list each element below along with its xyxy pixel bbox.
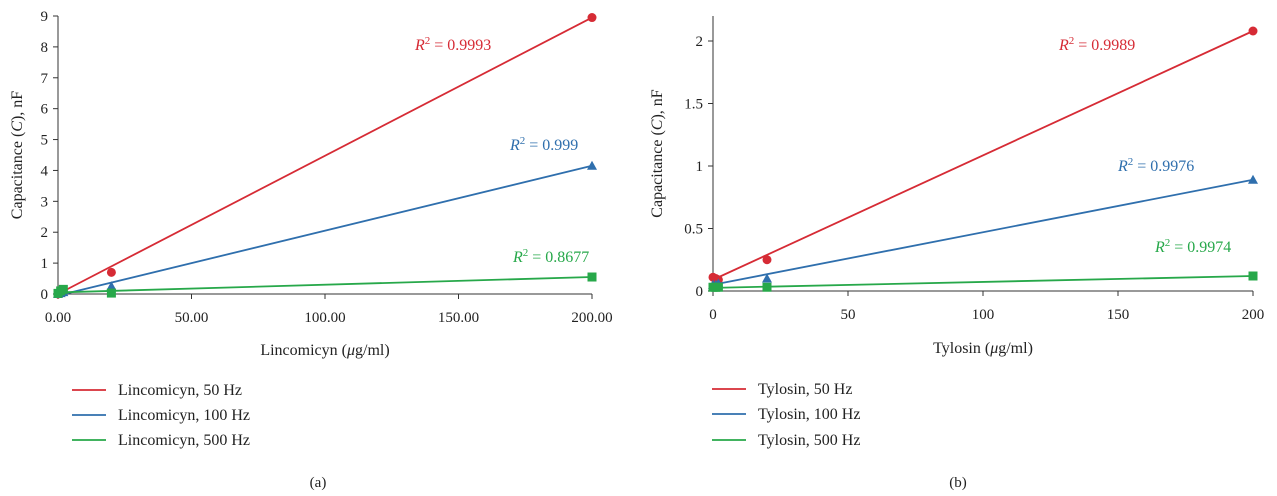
y-tick-label: 2 [41, 225, 49, 241]
r-squared-label: R2 = 0.8677 [512, 247, 589, 266]
r-squared-label: R2 = 0.9974 [1154, 237, 1231, 256]
x-tick-label: 200 [1242, 307, 1265, 323]
y-tick-label: 2 [696, 34, 704, 50]
trend-line [712, 178, 1254, 286]
x-tick-label: 50.00 [175, 310, 209, 326]
y-tick-label: 1 [696, 159, 704, 175]
y-tick-label: 9 [41, 9, 49, 25]
trend-line [57, 16, 593, 295]
trend-line [57, 276, 593, 294]
y-tick-label: 5 [41, 133, 49, 149]
data-point [1248, 174, 1258, 184]
data-point [587, 13, 597, 23]
x-tick-label: 0.00 [45, 310, 71, 326]
legend-label: Tylosin, 500 Hz [758, 432, 860, 449]
data-point [762, 282, 772, 292]
series-tylosin-100-hz [708, 174, 1258, 289]
chart-panel-a: 0 1 2 3 4 5 6 7 8 9 0.00 50.00 100.00 150.00 200.00 Lin… [9, 9, 613, 491]
trend-line [57, 164, 593, 297]
legend-label: Lincomicyn, 50 Hz [118, 382, 242, 399]
y-tick-label: 1.5 [684, 97, 703, 113]
data-point [762, 255, 772, 265]
y-tick-label: 0.5 [684, 222, 703, 238]
series-tylosin-50-hz [708, 26, 1258, 285]
data-point [587, 160, 597, 170]
legend-label: Lincomicyn, 100 Hz [118, 407, 250, 424]
panel-label: (a) [310, 475, 327, 491]
data-point [587, 272, 597, 282]
data-point [106, 288, 116, 298]
x-axis-title: Tylosin (μg/ml) [933, 340, 1033, 357]
y-tick-label: 8 [41, 40, 49, 56]
r-squared-label: R2 = 0.9993 [414, 35, 491, 54]
data-point [1248, 271, 1258, 281]
y-tick-label: 7 [41, 71, 49, 87]
axes: 0 1 2 3 4 5 6 7 8 9 0.00 50.00 100.00 150.00 200.00 [41, 9, 613, 326]
data-point [106, 267, 116, 277]
series-tylosin-500-hz [708, 271, 1258, 292]
data-point [58, 284, 68, 294]
trend-line [712, 275, 1254, 289]
chart-panel-b: 0 0.5 1 1.5 2 0 50 100 150 200 Tylosin (μg/ml) Capa… [649, 16, 1264, 491]
y-axis-title: Capacitance (C), nF [9, 91, 26, 220]
x-tick-label: 150 [1107, 307, 1130, 323]
legend-label: Tylosin, 50 Hz [758, 381, 852, 398]
data-point [1248, 26, 1258, 36]
legend-label: Lincomicyn, 500 Hz [118, 432, 250, 449]
r-squared-label: R2 = 0.9976 [1117, 156, 1194, 175]
x-tick-label: 200.00 [571, 310, 612, 326]
y-tick-label: 1 [41, 256, 49, 272]
y-tick-label: 0 [696, 284, 704, 300]
r-squared-label: R2 = 0.9989 [1058, 35, 1135, 54]
x-tick-label: 50 [841, 307, 856, 323]
x-axis-title: Lincomicyn (μg/ml) [260, 342, 389, 359]
trend-line [712, 30, 1254, 281]
r-squared-label: R2 = 0.999 [509, 135, 578, 154]
axes: 0 0.5 1 1.5 2 0 50 100 150 200 [684, 16, 1264, 323]
x-tick-label: 150.00 [438, 310, 479, 326]
panel-label: (b) [949, 475, 967, 491]
y-tick-label: 0 [41, 287, 49, 303]
data-point [762, 273, 772, 283]
y-axis-title: Capacitance (C), nF [649, 89, 666, 218]
y-tick-label: 4 [41, 163, 49, 179]
y-tick-label: 3 [41, 194, 49, 210]
x-tick-label: 100 [972, 307, 995, 323]
legend-label: Tylosin, 100 Hz [758, 406, 860, 423]
data-point [713, 282, 723, 292]
x-tick-label: 0 [709, 307, 717, 323]
x-tick-label: 100.00 [304, 310, 345, 326]
series-lincomicyn-500-hz [53, 272, 597, 298]
data-point [106, 281, 117, 291]
series-lincomicyn-100-hz [53, 160, 597, 298]
y-tick-label: 6 [41, 102, 49, 118]
